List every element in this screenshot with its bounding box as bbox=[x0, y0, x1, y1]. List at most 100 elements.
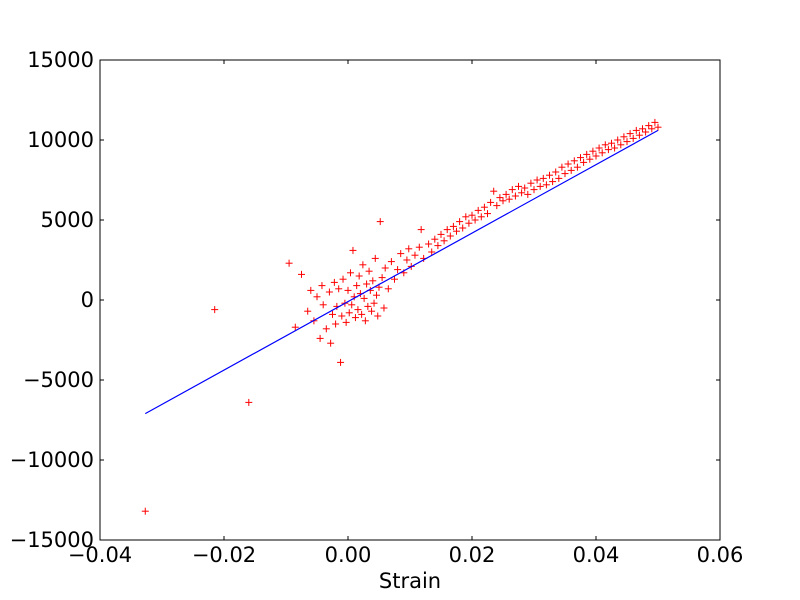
data-point bbox=[484, 210, 491, 218]
data-point bbox=[604, 146, 612, 154]
data-point bbox=[345, 309, 353, 317]
data-point bbox=[428, 248, 436, 256]
data-point bbox=[505, 195, 513, 203]
data-point bbox=[511, 192, 519, 200]
data-point bbox=[564, 160, 572, 168]
data-point bbox=[313, 293, 321, 301]
data-point bbox=[376, 218, 384, 226]
data-point bbox=[642, 128, 650, 136]
data-point bbox=[316, 334, 324, 342]
data-point bbox=[358, 310, 366, 318]
y-tick-label: 5000 bbox=[41, 208, 94, 232]
data-point bbox=[623, 138, 631, 146]
data-point bbox=[338, 312, 346, 320]
data-point bbox=[415, 243, 423, 251]
data-point bbox=[425, 240, 433, 248]
data-point bbox=[342, 318, 350, 326]
data-point bbox=[449, 222, 457, 230]
data-point bbox=[431, 235, 439, 243]
data-point bbox=[518, 189, 526, 197]
data-point bbox=[371, 254, 379, 262]
data-point bbox=[298, 270, 305, 278]
data-point bbox=[346, 269, 354, 277]
data-point bbox=[307, 286, 315, 294]
data-point bbox=[549, 178, 557, 186]
data-point bbox=[490, 187, 498, 195]
data-point bbox=[632, 126, 640, 134]
data-point bbox=[456, 218, 464, 226]
data-point bbox=[570, 157, 578, 165]
data-point bbox=[351, 314, 359, 322]
data-point bbox=[405, 245, 413, 253]
data-point bbox=[319, 301, 327, 309]
data-point bbox=[595, 144, 603, 152]
y-tick-label: −15000 bbox=[10, 528, 94, 552]
data-point bbox=[546, 171, 553, 179]
x-tick-label: −0.02 bbox=[192, 543, 256, 567]
data-point bbox=[651, 118, 659, 126]
x-tick-label: 0.06 bbox=[697, 543, 744, 567]
data-point bbox=[368, 307, 376, 315]
data-point bbox=[360, 294, 368, 302]
x-tick-label: 0.04 bbox=[573, 543, 620, 567]
data-point bbox=[471, 216, 479, 224]
data-point bbox=[417, 226, 425, 234]
data-point bbox=[335, 285, 343, 293]
data-point bbox=[533, 176, 541, 184]
data-point bbox=[327, 339, 335, 347]
data-point bbox=[359, 261, 367, 269]
data-point bbox=[453, 227, 460, 235]
data-point bbox=[322, 325, 330, 333]
data-point bbox=[378, 274, 386, 282]
data-point bbox=[387, 258, 395, 266]
data-point bbox=[598, 149, 606, 157]
data-point bbox=[527, 179, 535, 187]
data-point bbox=[384, 285, 392, 293]
data-point bbox=[344, 286, 352, 294]
data-point bbox=[645, 122, 653, 130]
data-point bbox=[211, 306, 219, 314]
data-point bbox=[592, 152, 600, 160]
data-point bbox=[329, 310, 336, 318]
data-point bbox=[381, 264, 389, 272]
data-point bbox=[474, 206, 482, 214]
data-point bbox=[348, 301, 356, 309]
data-point bbox=[446, 232, 454, 240]
data-point bbox=[515, 182, 522, 190]
data-point bbox=[370, 299, 378, 307]
data-point bbox=[440, 237, 448, 245]
x-tick-label: 0.00 bbox=[325, 543, 372, 567]
data-point bbox=[434, 242, 442, 250]
data-points bbox=[141, 118, 662, 515]
data-point bbox=[364, 302, 372, 310]
data-point bbox=[580, 158, 588, 166]
data-point bbox=[285, 259, 293, 267]
data-point bbox=[648, 125, 656, 133]
tick-labels: −0.04 −0.02 0.00 0.02 0.04 0.06 −15000 −10000 −5… bbox=[10, 48, 744, 567]
data-point bbox=[496, 194, 504, 202]
fit-line-group bbox=[144, 129, 659, 415]
data-point bbox=[459, 224, 467, 232]
y-tick-label: 15000 bbox=[27, 48, 94, 72]
data-point bbox=[397, 250, 405, 258]
data-point bbox=[573, 163, 581, 171]
data-point bbox=[654, 123, 662, 131]
data-point bbox=[617, 141, 625, 149]
data-point bbox=[586, 155, 594, 163]
data-point bbox=[539, 174, 547, 182]
data-point bbox=[354, 306, 362, 314]
data-point bbox=[552, 168, 560, 176]
data-point bbox=[480, 203, 488, 211]
data-point bbox=[542, 181, 550, 189]
data-point bbox=[589, 147, 597, 155]
data-point bbox=[555, 174, 563, 182]
y-tick-label: 10000 bbox=[27, 128, 94, 152]
data-point bbox=[411, 251, 419, 259]
data-point bbox=[437, 230, 445, 238]
y-tick-label: −5000 bbox=[23, 368, 94, 392]
data-point bbox=[443, 226, 451, 234]
data-point bbox=[530, 186, 538, 194]
data-point bbox=[365, 267, 373, 275]
data-point bbox=[635, 131, 643, 139]
